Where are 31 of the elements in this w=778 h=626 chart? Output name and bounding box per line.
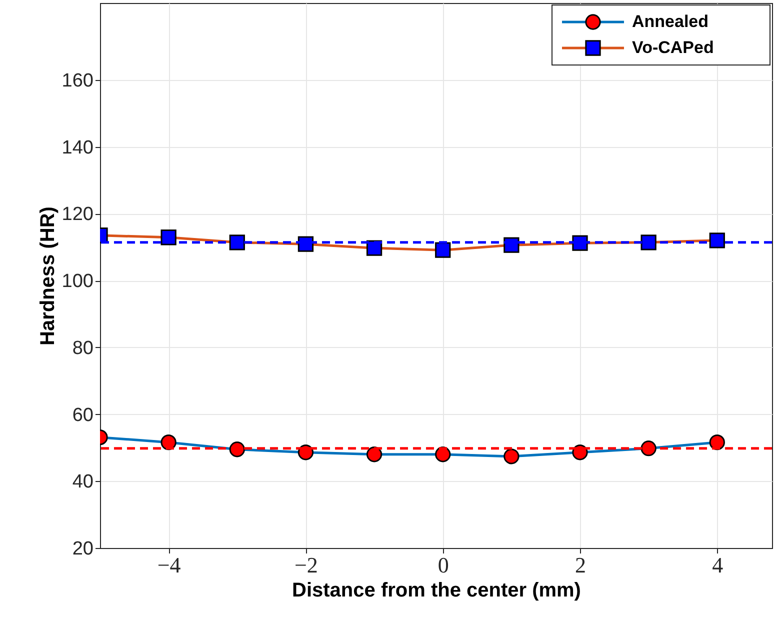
y-tick-label: 40: [72, 472, 94, 493]
point: [298, 444, 314, 460]
point: [160, 434, 176, 450]
point: [435, 446, 451, 462]
legend-label: Annealed: [632, 12, 709, 31]
y-tick-label: 60: [72, 404, 94, 426]
x-tick-label: 2: [575, 552, 586, 578]
point: [572, 235, 588, 251]
y-tick-label: 100: [62, 271, 94, 292]
y-tick-label: 20: [72, 538, 94, 560]
point: [709, 434, 725, 450]
x-axis-title: Distance from the center (mm): [292, 580, 581, 602]
point: [366, 446, 382, 462]
y-tick-label: 160: [62, 70, 94, 92]
x-tick-label: 4: [712, 552, 724, 578]
x-tick-label: −2: [294, 552, 318, 578]
x-tick-label: 0: [438, 552, 449, 578]
point: [572, 444, 588, 460]
point: [504, 448, 520, 464]
point: [298, 236, 314, 252]
point: [435, 242, 451, 258]
y-tick-label: 80: [72, 338, 94, 359]
y-tick-label: 140: [62, 137, 94, 158]
point: [160, 230, 176, 246]
x-tick-label: −4: [157, 552, 181, 578]
legend-label: Vo-CAPed: [632, 38, 714, 57]
point: [229, 234, 245, 250]
y-axis-title: Hardness (HR): [36, 206, 59, 346]
point: [640, 234, 656, 250]
point: [709, 232, 725, 248]
y-tick-label: 120: [62, 204, 94, 226]
